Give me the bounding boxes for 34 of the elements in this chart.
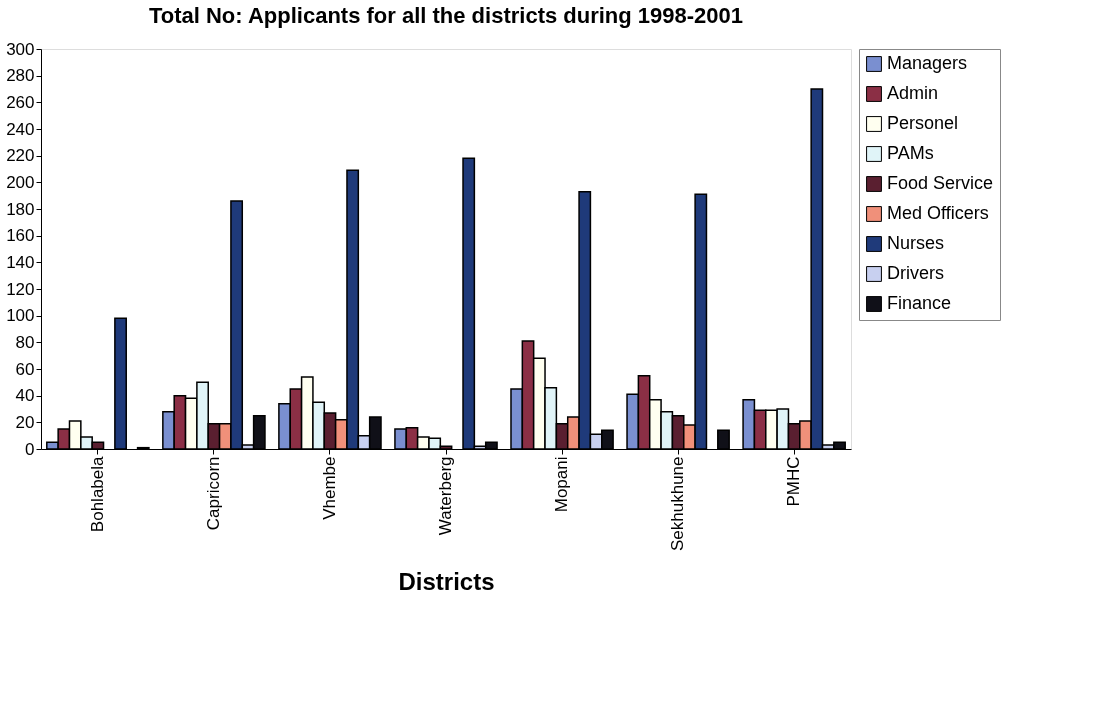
legend-label: Finance	[887, 293, 952, 313]
x-tick-label: Sekhukhune	[668, 456, 688, 552]
legend-label: Med Officers	[887, 203, 989, 223]
x-tick-label: Bohlabela	[87, 455, 107, 533]
chart-title: Total No: Applicants for all the districts during 1998-2001	[148, 3, 744, 28]
y-tick-label: 40	[15, 386, 35, 406]
legend-label: Nurses	[887, 233, 945, 253]
y-tick-label: 160	[6, 226, 35, 246]
x-tick-label: Mopani	[552, 456, 572, 513]
legend-label: Personel	[887, 113, 959, 133]
y-tick-label: 280	[6, 66, 35, 86]
y-tick-label: 180	[6, 199, 35, 219]
y-tick-label: 220	[6, 146, 35, 166]
legend-label: PAMs	[887, 143, 934, 163]
x-tick-label: Vhembe	[319, 456, 339, 520]
y-tick-label: 120	[6, 279, 35, 299]
y-tick-label: 240	[6, 119, 35, 139]
y-tick-label: 20	[15, 412, 35, 432]
y-tick-label: 100	[6, 306, 35, 326]
y-tick-label: 300	[6, 39, 35, 59]
y-tick-label: 260	[6, 92, 35, 112]
legend-label: Managers	[887, 53, 968, 73]
y-tick-label: 0	[25, 439, 35, 459]
x-axis-title: Districts	[398, 568, 495, 596]
legend-label: Drivers	[887, 263, 944, 283]
x-tick-label: PMHC	[784, 456, 804, 507]
legend-label: Admin	[887, 83, 939, 103]
x-tick-label: Capricorn	[203, 456, 223, 531]
y-tick-label: 60	[15, 359, 35, 379]
x-tick-label: Waterberg	[436, 456, 455, 536]
y-tick-label: 200	[6, 172, 35, 192]
y-tick-label: 140	[6, 252, 35, 272]
legend-label: Food Service	[887, 173, 994, 193]
y-tick-label: 80	[15, 332, 35, 352]
